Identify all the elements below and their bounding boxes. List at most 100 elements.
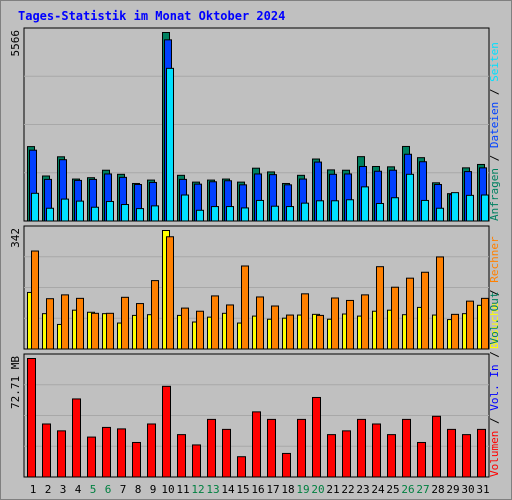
x-label-day-16: 16 <box>251 483 264 496</box>
bar-rechner-day-27 <box>421 271 429 350</box>
bar-seiten-day-30 <box>466 194 474 222</box>
x-label-day-3: 3 <box>60 483 67 496</box>
x-label-day-1: 1 <box>30 483 37 496</box>
x-label-day-4: 4 <box>75 483 82 496</box>
x-label-day-21: 21 <box>326 483 339 496</box>
legend-dateien: Dateien <box>488 102 501 148</box>
bar-volumen-day-14 <box>222 428 231 478</box>
bar-seiten-day-10 <box>166 67 174 222</box>
bar-seiten-day-31 <box>481 194 489 222</box>
bar-volumen-day-17 <box>267 418 276 478</box>
bar-seiten-day-7 <box>121 204 129 222</box>
legend-anfragen: Anfragen <box>488 168 501 221</box>
bar-volumen-day-20 <box>312 396 321 478</box>
bar-volumen-day-25 <box>387 434 396 478</box>
bar-volumen-day-7 <box>117 428 126 478</box>
bar-seiten-day-1 <box>31 192 39 222</box>
bar-rechner-day-19 <box>301 293 309 350</box>
panel-hits-ymax-label: 5566 <box>9 30 22 57</box>
bar-volumen-day-28 <box>432 415 441 478</box>
bar-volumen-day-23 <box>357 418 366 478</box>
x-axis-labels: 1 2 3 4 5 6 7 8 9 10 11 12 13 14 15 16 17 18 19 20 21 22 23 24 2… <box>30 483 490 496</box>
bar-volumen-day-10 <box>162 385 171 478</box>
x-label-day-2: 2 <box>45 483 52 496</box>
legend-separator: / <box>488 148 501 168</box>
bar-seiten-day-19 <box>301 202 309 222</box>
bar-volumen-day-6 <box>102 426 111 478</box>
x-label-day-12: 12 <box>191 483 204 496</box>
x-label-day-10: 10 <box>161 483 174 496</box>
legend-seiten: Seiten <box>488 42 501 82</box>
bar-rechner-day-18 <box>286 314 294 350</box>
bar-rechner-day-22 <box>346 299 354 350</box>
x-label-day-15: 15 <box>236 483 249 496</box>
bar-volumen-day-3 <box>57 430 66 478</box>
chart-panels: 5566 Anfragen / Dateien / Seiten 342 Besuch… <box>9 27 501 478</box>
x-label-day-11: 11 <box>176 483 189 496</box>
x-label-day-20: 20 <box>311 483 324 496</box>
bar-volumen-day-8 <box>132 441 141 478</box>
bar-volumen-day-18 <box>282 452 291 478</box>
x-label-day-14: 14 <box>221 483 235 496</box>
bar-rechner-day-10 <box>166 236 174 350</box>
bar-rechner-day-5 <box>91 312 99 350</box>
bar-rechner-day-9 <box>151 280 159 350</box>
bar-rechner-day-16 <box>256 296 264 350</box>
x-label-day-30: 30 <box>461 483 474 496</box>
bar-rechner-day-15 <box>241 265 249 350</box>
bar-rechner-day-20 <box>316 314 324 350</box>
bar-seiten-day-3 <box>61 198 69 222</box>
bar-seiten-day-14 <box>226 206 234 222</box>
bar-volumen-day-4 <box>72 398 81 478</box>
bar-rechner-day-6 <box>106 312 114 350</box>
bar-volumen-day-30 <box>462 434 471 478</box>
bar-seiten-day-29 <box>451 192 459 222</box>
bar-rechner-day-3 <box>61 294 69 350</box>
bar-rechner-day-29 <box>451 313 459 350</box>
bar-seiten-day-4 <box>76 200 84 222</box>
bar-rechner-day-2 <box>46 298 54 350</box>
bar-rechner-day-8 <box>136 303 144 350</box>
bar-volumen-day-22 <box>342 430 351 478</box>
x-label-day-13: 13 <box>206 483 219 496</box>
panel-volume-legend: Volumen / Vol. In / Vol. Out <box>488 292 501 477</box>
bar-seiten-day-16 <box>256 199 264 222</box>
panel-hits-legend: Anfragen / Dateien / Seiten <box>488 42 501 221</box>
chart-title: Tages-Statistik im Monat Oktober 2024 <box>18 9 285 23</box>
bar-volumen-day-5 <box>87 436 96 478</box>
x-label-day-31: 31 <box>476 483 489 496</box>
x-label-day-5: 5 <box>90 483 97 496</box>
x-label-day-23: 23 <box>356 483 369 496</box>
panel-volume: 72.71 MB Volumen / Vol. In / Vol. Out <box>9 292 501 478</box>
legend-besuche: Besuche <box>488 303 501 349</box>
bar-seiten-day-2 <box>46 207 54 222</box>
x-label-day-27: 27 <box>416 483 429 496</box>
bar-volumen-day-21 <box>327 434 336 478</box>
legend-separator: / <box>488 82 501 102</box>
bar-volumen-day-9 <box>147 423 156 478</box>
bar-seiten-day-22 <box>346 199 354 222</box>
bar-rechner-day-14 <box>226 304 234 350</box>
bar-rechner-day-7 <box>121 296 129 350</box>
bar-rechner-day-13 <box>211 295 219 350</box>
bar-volumen-day-16 <box>252 411 261 478</box>
bar-seiten-day-8 <box>136 208 144 222</box>
bar-rechner-day-23 <box>361 294 369 350</box>
bar-seiten-day-27 <box>421 199 429 222</box>
x-label-day-22: 22 <box>341 483 354 496</box>
bar-seiten-day-11 <box>181 194 189 222</box>
legend-separator: / <box>488 345 501 365</box>
bar-rechner-day-24 <box>376 266 384 350</box>
legend-separator: / <box>488 283 501 303</box>
x-label-day-7: 7 <box>120 483 127 496</box>
bar-rechner-day-30 <box>466 300 474 350</box>
bar-volumen-day-29 <box>447 428 456 478</box>
bar-seiten-day-18 <box>286 206 294 222</box>
bar-volumen-day-13 <box>207 418 216 478</box>
x-label-day-26: 26 <box>401 483 414 496</box>
x-label-day-28: 28 <box>431 483 444 496</box>
legend-rechner: Rechner <box>488 236 501 283</box>
bar-seiten-day-20 <box>316 200 324 222</box>
bar-rechner-day-11 <box>181 307 189 350</box>
